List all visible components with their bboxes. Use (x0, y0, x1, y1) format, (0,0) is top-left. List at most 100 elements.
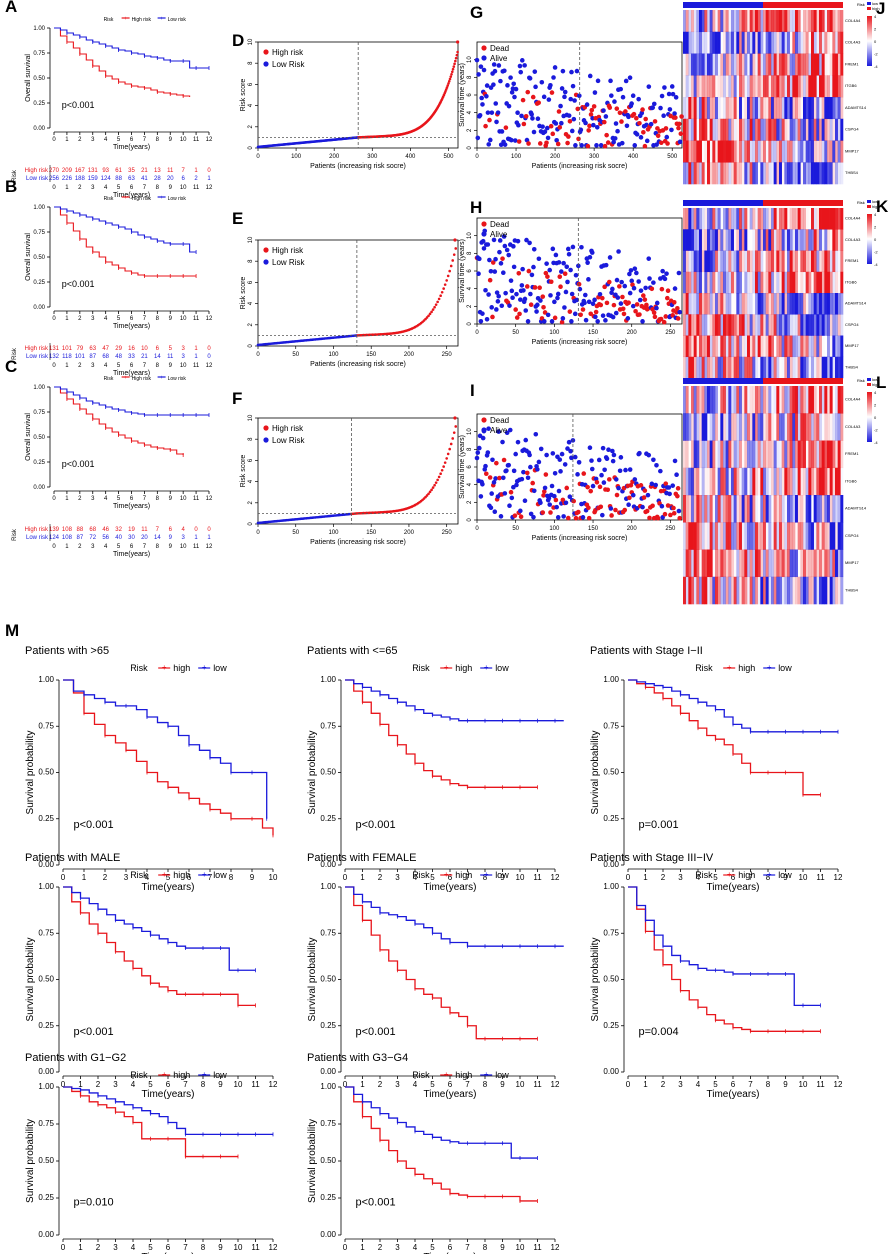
dead-point (490, 260, 496, 265)
alive-point (544, 261, 549, 266)
heatmap-J: COL4A4COL4A3FREM1ITGB6ADAMTS14CSPG4MMP17… (683, 1, 880, 185)
heat-cell (813, 75, 817, 98)
alive-point (576, 460, 582, 465)
heat-cell (728, 522, 732, 550)
heat-cell (811, 208, 814, 230)
dead-point (483, 123, 488, 129)
alive-point (569, 69, 574, 75)
y-tick-label: 0.50 (33, 255, 45, 261)
gene-label: COL4A4 (845, 18, 861, 23)
heat-cell (701, 31, 705, 54)
heat-cell (816, 229, 820, 251)
heat-cell (835, 250, 838, 273)
heat-cell (776, 467, 780, 496)
heat-cell (755, 356, 758, 379)
heat-cell (696, 440, 700, 469)
heat-cell (755, 495, 758, 523)
legend-swatch-high (867, 383, 871, 386)
heat-cell (696, 314, 700, 336)
heat-cell (821, 208, 825, 230)
survival-curve-high (628, 886, 821, 1032)
risk-x-tick-label: 4 (104, 363, 108, 369)
p-value: p<0.001 (74, 819, 114, 831)
heat-cell (805, 250, 809, 273)
heat-cell (766, 141, 769, 163)
risk-point (452, 253, 456, 256)
heat-cell (755, 386, 758, 414)
x-tick-label: 4 (145, 873, 150, 882)
risk-count-low: 30 (128, 535, 135, 541)
heat-cell (747, 335, 750, 358)
y-tick-label: 6 (467, 93, 473, 97)
dead-point (542, 310, 548, 315)
heat-cell (744, 440, 748, 469)
y-tick-label: 1.00 (320, 882, 336, 891)
heat-cell (784, 495, 788, 523)
dead-point (640, 107, 645, 112)
alive-point (512, 138, 518, 143)
risk-count-high: 3 (181, 346, 185, 352)
risk-x-tick-label: 8 (156, 544, 160, 550)
legend-plus-icon: + (124, 375, 127, 381)
y-tick-label: 0.00 (33, 485, 45, 491)
survival-curve-high (63, 886, 256, 1007)
heat-cell (701, 413, 705, 441)
gene-label: THBS4 (845, 587, 859, 592)
alive-point (492, 269, 498, 274)
heat-cell (837, 53, 841, 76)
risk-count-high: 61 (115, 168, 122, 174)
alive-point (547, 267, 553, 273)
heat-cell (757, 229, 761, 251)
heat-cell (765, 335, 769, 358)
heat-cell (789, 495, 793, 523)
km-plot-M3: 0.000.250.500.751.000 1 2 3 4 5 6 7 8 9 10 11 12Time… (590, 645, 843, 893)
heat-cell (808, 549, 812, 578)
heat-cell (733, 522, 737, 550)
heat-cell (760, 413, 764, 441)
heat-cell (792, 162, 796, 185)
y-axis-title: Survival time (years) (459, 239, 466, 303)
heat-cell (765, 162, 769, 185)
y-axis-title: Risk score (240, 455, 247, 488)
heat-cell (736, 271, 740, 294)
heat-cell (739, 335, 742, 358)
heat-cell (685, 250, 689, 273)
dead-point (503, 125, 509, 130)
heat-cell (803, 229, 806, 251)
alive-point (502, 491, 508, 496)
heat-cell (701, 75, 705, 98)
alive-point (484, 83, 490, 88)
heat-cell (755, 75, 758, 98)
heat-cell (733, 250, 737, 273)
heat-cell (712, 162, 716, 185)
risk-count-low: 159 (88, 176, 99, 182)
dead-point (544, 140, 549, 146)
alive-point (535, 302, 540, 308)
heat-cell (813, 229, 817, 251)
heat-cell (749, 10, 753, 33)
heat-cell (763, 75, 766, 98)
alive-point (485, 242, 491, 247)
dead-point (642, 297, 648, 302)
heat-cell (776, 335, 780, 358)
heat-cell (779, 495, 782, 523)
heat-cell (766, 522, 769, 550)
heat-cell (832, 386, 835, 414)
x-tick-label: 8 (156, 496, 160, 502)
risk-count-low: 11 (167, 354, 174, 360)
x-tick-label: 50 (292, 352, 299, 358)
heat-cell (832, 314, 836, 336)
heat-cell (728, 140, 732, 163)
risk-row-label-high: High risk (25, 168, 49, 174)
heat-cell (813, 162, 817, 185)
heat-cell (707, 413, 710, 441)
heat-cell (688, 441, 691, 469)
x-tick-label: 1 (360, 873, 365, 882)
heat-cell (733, 495, 737, 523)
gene-label: FREM1 (845, 258, 859, 263)
x-tick-label: 100 (328, 352, 339, 358)
legend-dot (481, 45, 487, 51)
risk-point (444, 88, 448, 91)
alive-point (562, 89, 568, 95)
heat-cell (725, 140, 729, 163)
